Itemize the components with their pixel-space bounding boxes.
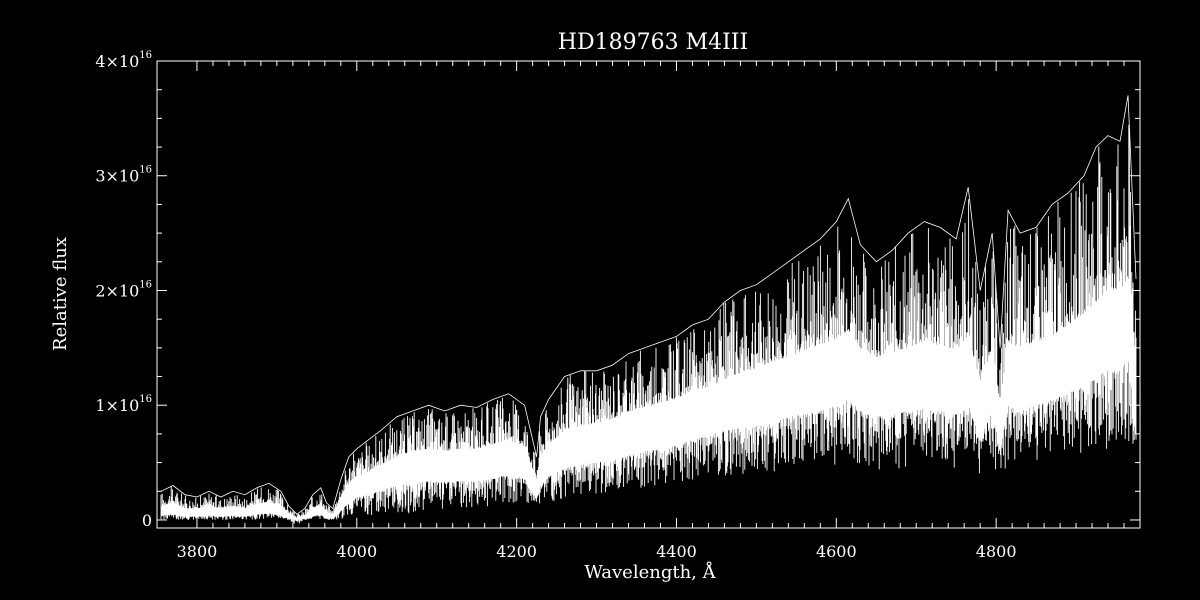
chart-title: HD189763 M4III [558, 30, 748, 55]
spectrum-upper-envelope [160, 95, 1137, 515]
x-axis-label: Wavelength, Å [584, 561, 716, 583]
y-ticks: 0 1×1016 2×1016 3×1016 4×1016 [95, 50, 1140, 530]
spectrum-layer [160, 95, 1137, 524]
y-tick-label: 0 [142, 511, 152, 530]
x-ticks: 3800 4000 4200 4400 4600 4800 [177, 61, 1125, 561]
x-tick-label: 4200 [496, 542, 537, 561]
x-tick-label: 3800 [177, 542, 218, 561]
plot-frame [156, 60, 1141, 529]
y-tick-label: 1×1016 [95, 394, 152, 415]
y-tick-label: 2×1016 [95, 279, 152, 300]
x-tick-label: 4000 [336, 542, 377, 561]
spectrum-core-band [161, 279, 1136, 520]
y-axis-label: Relative flux [50, 237, 71, 351]
x-tick-label: 4600 [816, 542, 857, 561]
y-tick-label: 3×1016 [95, 165, 152, 186]
y-tick-label: 4×1016 [95, 50, 152, 71]
x-tick-label: 4400 [656, 542, 697, 561]
spectrum-lines [160, 124, 1137, 524]
x-tick-label: 4800 [976, 542, 1017, 561]
